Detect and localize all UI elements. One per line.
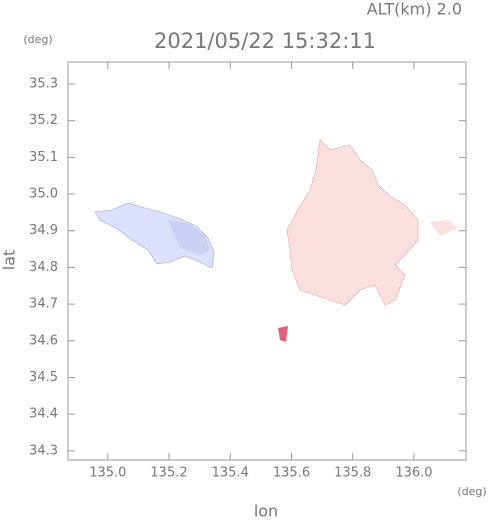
echo-pink-small <box>430 220 458 236</box>
y-axis-label: lat <box>0 250 19 271</box>
echo-blue-core <box>168 220 210 255</box>
y-tick-label: 34.6 <box>29 333 58 348</box>
x-tick-label: 135.4 <box>212 466 249 481</box>
y-tick-label: 35.0 <box>29 187 58 202</box>
y-tick-label: 34.7 <box>29 297 58 312</box>
y-tick-label: 34.3 <box>29 443 58 458</box>
y-tick-label: 34.9 <box>29 223 58 238</box>
y-tick-label: 34.4 <box>29 407 58 422</box>
echo-pink <box>286 139 419 306</box>
y-unit: (deg) <box>23 33 52 46</box>
x-unit: (deg) <box>457 485 486 498</box>
y-tick-label: 35.2 <box>29 113 58 128</box>
radar-echo <box>94 139 458 342</box>
y-tick-label: 35.3 <box>29 77 58 92</box>
x-tick-label: 135.0 <box>89 466 126 481</box>
y-tick-label: 34.5 <box>29 370 58 385</box>
y-tick-label: 34.8 <box>29 260 58 275</box>
subtitle: ALT(km) 2.0 <box>367 0 462 19</box>
y-tick-label: 35.1 <box>29 150 58 165</box>
x-tick-label: 135.6 <box>273 466 310 481</box>
chart-title: 2021/05/22 15:32:11 <box>154 29 376 53</box>
x-axis-label: lon <box>254 502 278 521</box>
echo-blue <box>94 202 215 269</box>
x-tick-label: 135.8 <box>334 466 371 481</box>
x-tick-label: 136.0 <box>395 466 432 481</box>
plot-frame <box>67 61 467 461</box>
echo-red <box>278 326 288 342</box>
x-tick-label: 135.2 <box>150 466 187 481</box>
